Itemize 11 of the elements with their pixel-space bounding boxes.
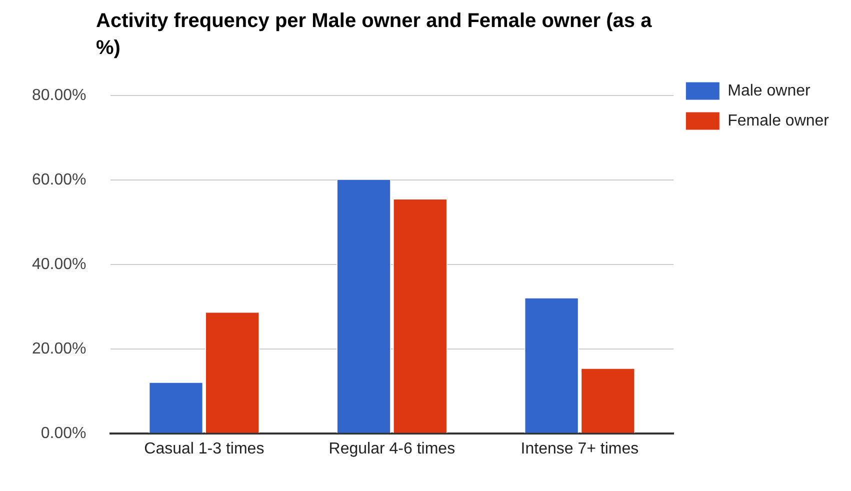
y-tick-label: 0.00% bbox=[40, 424, 86, 442]
x-tick-label: Regular 4-6 times bbox=[328, 440, 456, 458]
y-tick-label: 40.00% bbox=[32, 256, 86, 273]
chart-title: Activity frequency per Male owner and Female owner (as a %) bbox=[96, 9, 653, 61]
y-tick-label: 60.00% bbox=[32, 171, 86, 188]
x-tick-label: Casual 1-3 times bbox=[144, 440, 264, 458]
y-tick-label: 20.00% bbox=[32, 340, 86, 358]
legend-label: Female owner bbox=[728, 112, 830, 130]
legend-label: Male owner bbox=[728, 82, 811, 100]
y-tick-label: 80.00% bbox=[32, 87, 86, 104]
x-tick-label: Intense 7+ times bbox=[520, 440, 639, 458]
